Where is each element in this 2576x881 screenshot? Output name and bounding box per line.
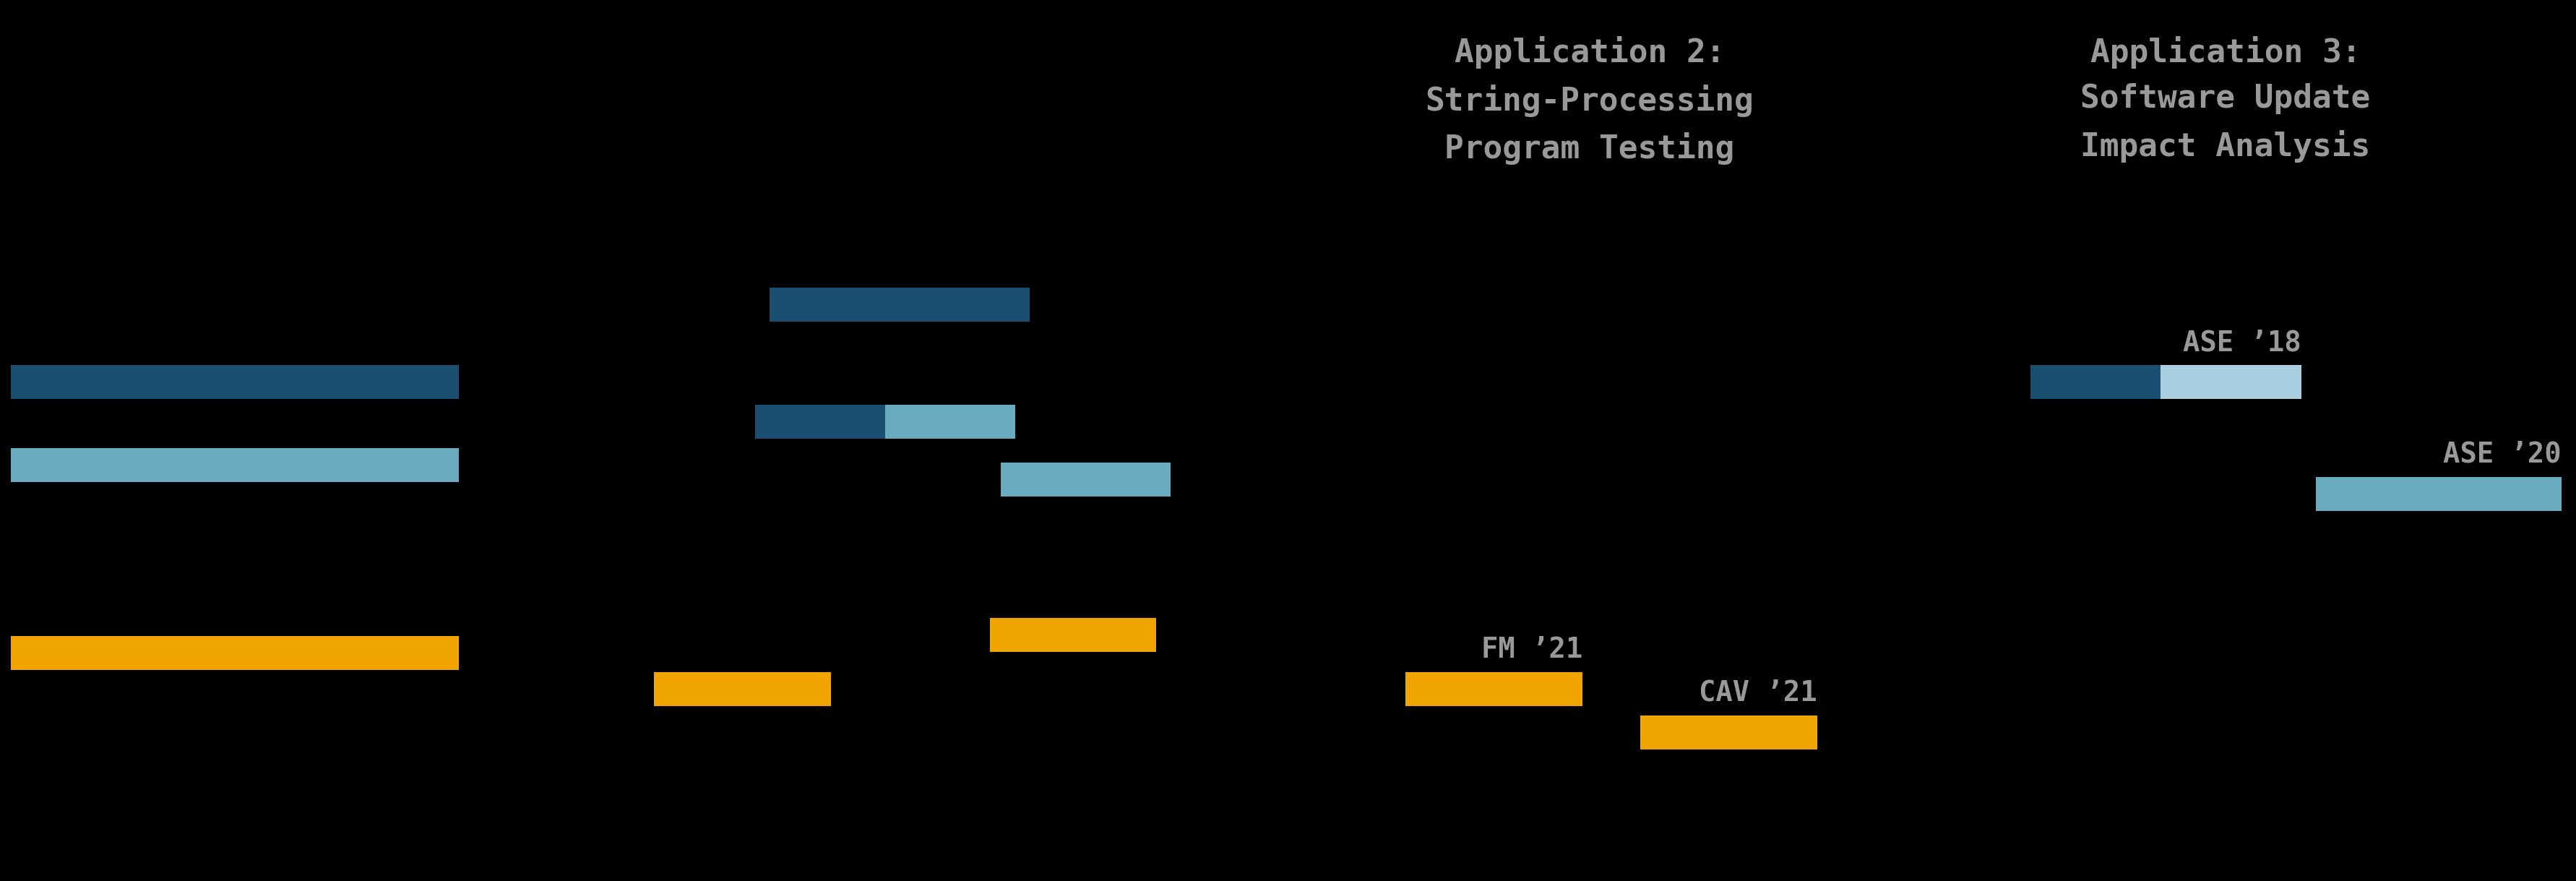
Bar: [10, 448, 459, 482]
Bar: [1406, 672, 1582, 706]
Bar: [654, 672, 832, 706]
Text: Application 3:
Software Update
Impact Analysis: Application 3: Software Update Impact An…: [2081, 36, 2370, 163]
Bar: [2030, 365, 2161, 399]
Text: ASE ’20: ASE ’20: [2442, 440, 2561, 469]
Bar: [10, 636, 459, 670]
Text: FM ’21: FM ’21: [1481, 636, 1582, 663]
Bar: [2316, 477, 2561, 511]
Bar: [886, 404, 1015, 439]
Bar: [1641, 715, 1816, 750]
Text: CAV ’21: CAV ’21: [1700, 679, 1816, 707]
Bar: [755, 404, 886, 439]
Bar: [2161, 365, 2300, 399]
Bar: [989, 618, 1157, 652]
Bar: [770, 287, 1030, 322]
Text: Application 2:
String-Processing
Program Testing: Application 2: String-Processing Program…: [1425, 36, 1754, 165]
Bar: [10, 365, 459, 399]
Bar: [999, 463, 1170, 497]
Text: ASE ’18: ASE ’18: [2184, 329, 2300, 356]
